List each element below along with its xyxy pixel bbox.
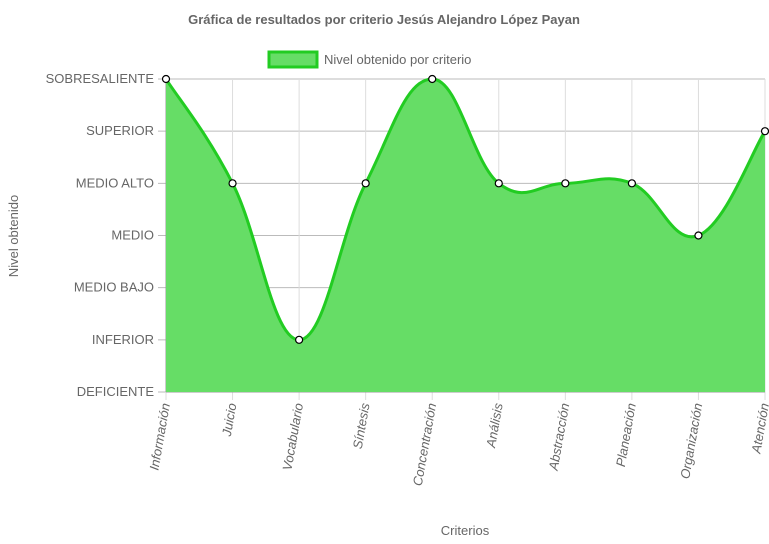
series-area [166, 79, 765, 392]
y-tick-label: MEDIO ALTO [76, 175, 154, 190]
data-point-8[interactable] [627, 179, 636, 188]
data-point-4[interactable] [361, 179, 370, 188]
series [164, 77, 767, 392]
y-tick-label: DEFICIENTE [77, 384, 155, 399]
x-tick-label: Planeación [613, 402, 639, 468]
data-point-5[interactable] [428, 74, 437, 84]
chart-title: Gráfica de resultados por criterio Jesús… [188, 12, 580, 27]
x-tick-label: Concentración [410, 402, 439, 487]
x-tick-label: Organización [677, 402, 705, 480]
data-point-3[interactable] [295, 335, 304, 344]
x-tick-label: Síntesis [350, 401, 373, 450]
data-point-1[interactable] [161, 74, 171, 84]
data-point-6[interactable] [494, 179, 503, 188]
x-tick-label: Juicio [219, 402, 240, 438]
y-tick-label: MEDIO BAJO [74, 280, 154, 295]
x-tick-label: Información [146, 402, 173, 471]
y-tick-label: INFERIOR [92, 332, 154, 347]
data-point-2[interactable] [228, 179, 237, 188]
x-tick-label: Análisis [483, 401, 506, 449]
x-axis-label: Criterios [441, 523, 490, 538]
data-point-10[interactable] [760, 127, 769, 136]
y-tick-label: SOBRESALIENTE [46, 71, 155, 86]
y-axis-label: Nivel obtenido [6, 195, 21, 277]
y-axis: DEFICIENTE INFERIOR MEDIO BAJO MEDIO MEDIO A… [46, 71, 155, 399]
legend-swatch[interactable] [267, 50, 319, 69]
x-tick-label: Abstracción [546, 402, 573, 472]
y-tick-label: MEDIO [111, 228, 154, 243]
x-tick-label: Atención [748, 402, 769, 455]
legend[interactable]: Nivel obtenido por criterio [267, 50, 471, 69]
data-points [161, 74, 769, 344]
legend-label[interactable]: Nivel obtenido por criterio [324, 52, 471, 67]
x-tick-label: Vocabulario [279, 402, 306, 472]
x-axis: Información Juicio Vocabulario Síntesis Conc… [146, 401, 769, 487]
data-point-7[interactable] [561, 179, 570, 188]
y-tick-label: SUPERIOR [86, 123, 154, 138]
data-point-9[interactable] [694, 231, 703, 240]
series-line [164, 77, 767, 342]
